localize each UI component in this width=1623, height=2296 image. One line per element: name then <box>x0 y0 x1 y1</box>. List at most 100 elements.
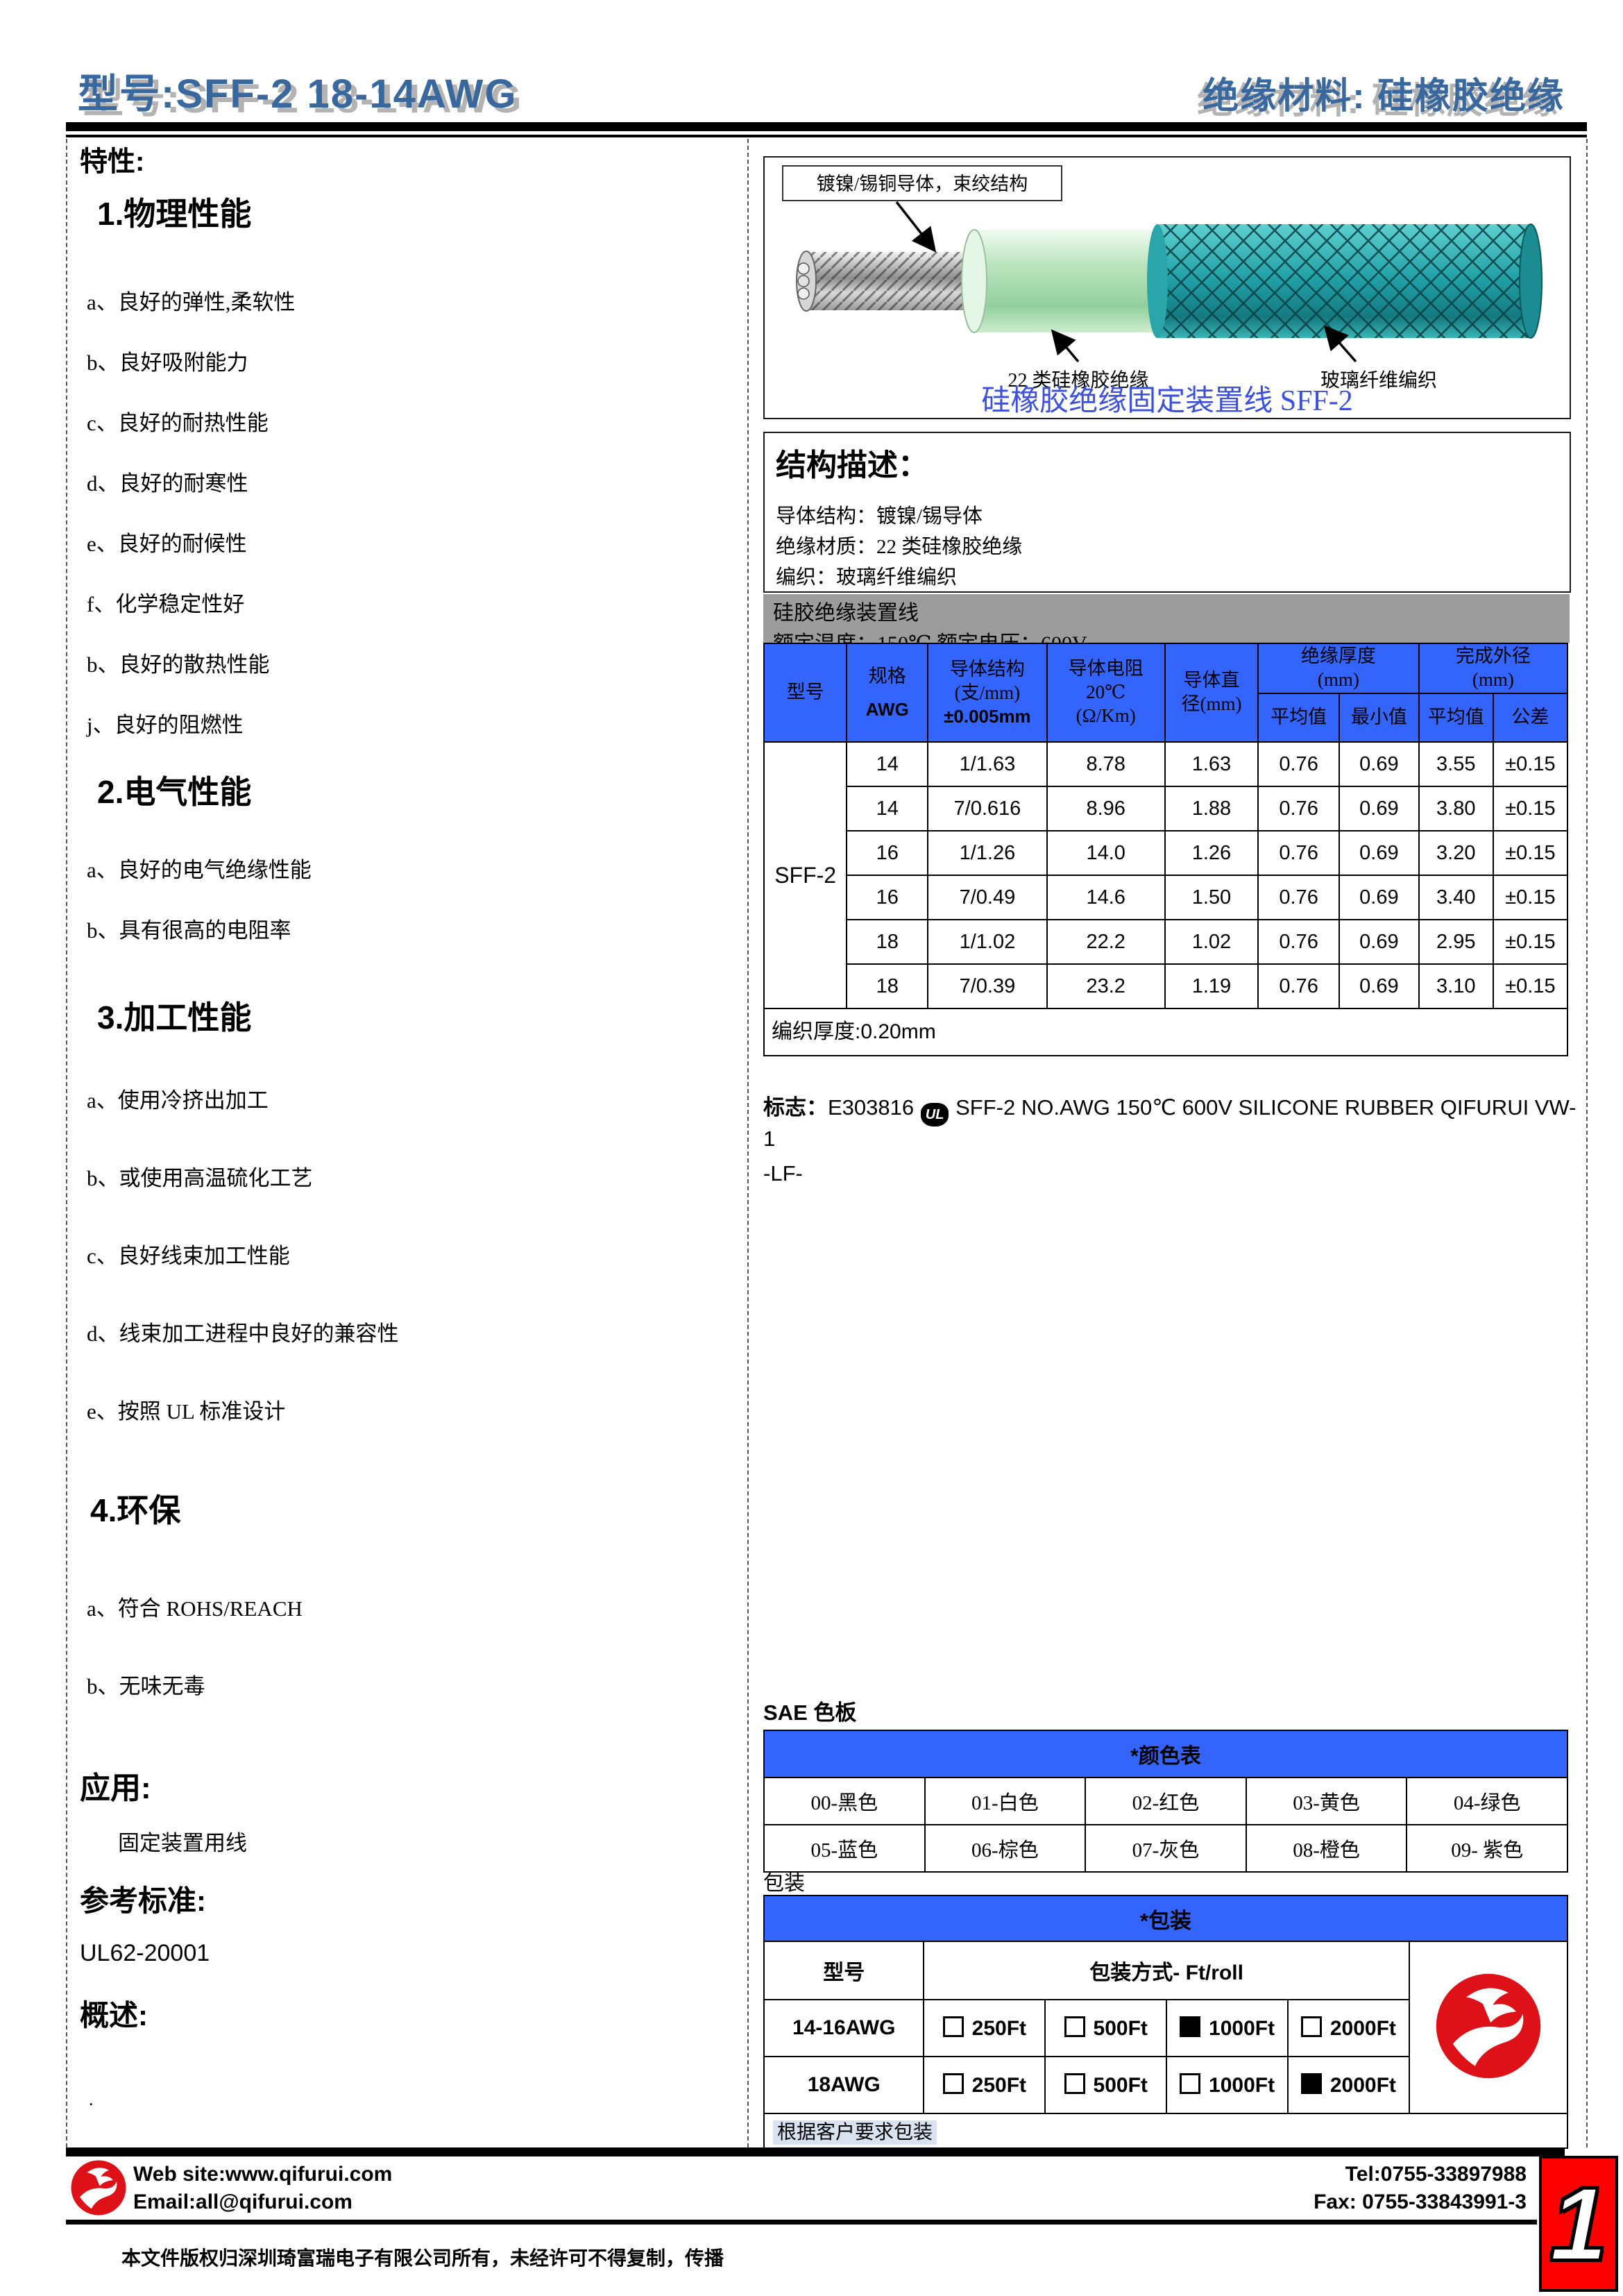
col-header-avg: 平均值 <box>1257 692 1341 743</box>
features-title: 特性: <box>80 146 145 177</box>
packing-option: 2000Ft <box>1286 2056 1410 2114</box>
marking-text: SFF-2 NO.AWG 150℃ 600V SILICONE RUBBER Q… <box>763 1095 1577 1151</box>
section-heading-environment: 4.环保 <box>90 1492 181 1528</box>
footnote-dot: . <box>89 2089 94 2109</box>
section-heading-electrical: 2.电气性能 <box>97 774 252 810</box>
packing-model: 18AWG <box>763 2056 925 2114</box>
color-cell: 05-蓝色 <box>763 1824 926 1873</box>
checkbox-filled-icon <box>1180 2016 1201 2037</box>
cell: 8.78 <box>1046 741 1166 787</box>
structure-line: 导体结构：镀镍/锡导体 <box>776 505 983 527</box>
checkbox-empty-icon <box>1064 2073 1085 2094</box>
cell: 3.20 <box>1418 830 1494 876</box>
cell: 14 <box>846 786 929 832</box>
sae-label: SAE 色板 <box>763 1700 857 1725</box>
table-row: 型号 包装方式- Ft/roll <box>763 1941 1569 2114</box>
structure-line: 编织：玻璃纤维编织 <box>776 566 958 589</box>
sae-header: *颜色表 <box>763 1730 1568 1778</box>
braid-callout-label: 玻璃纤维编织 <box>1320 369 1437 391</box>
header-rule-thin <box>66 135 1587 137</box>
feature-item: c、良好线束加工性能 <box>87 1244 290 1268</box>
cell: ±0.15 <box>1492 786 1569 832</box>
reference-item: UL62-20001 <box>80 1940 210 1966</box>
cell: 0.76 <box>1257 786 1341 832</box>
marking-block: 标志：E303816 UL SFF-2 NO.AWG 150℃ 600V SILIC… <box>763 1090 1579 1186</box>
cell: 7/0.49 <box>927 875 1048 920</box>
checkbox-empty-icon <box>1180 2073 1201 2094</box>
cell: 1.02 <box>1164 919 1259 965</box>
checkbox-empty-icon <box>942 2016 964 2037</box>
table-row: 编织厚度:0.20mm <box>763 1008 1568 1056</box>
section-heading-physical: 1.物理性能 <box>97 196 252 232</box>
cell: ±0.15 <box>1492 875 1569 920</box>
cell: ±0.15 <box>1492 919 1569 965</box>
header-rule-thick <box>66 122 1587 131</box>
cell: 23.2 <box>1046 963 1166 1009</box>
packing-option: 2000Ft <box>1286 1999 1410 2057</box>
packing-option: 500Ft <box>1044 1999 1168 2057</box>
cell: 3.40 <box>1418 875 1494 920</box>
packing-note: 根据客户要求包装 <box>763 2113 1568 2149</box>
feature-item: b、良好吸附能力 <box>87 351 248 375</box>
col-header-resistance: 导体电阻 20℃ (Ω/Km) <box>1046 643 1166 743</box>
cell: 0.76 <box>1257 919 1341 965</box>
footer-tel: Tel:0755-33897988 <box>1345 2163 1527 2186</box>
wire-diagram-box: 镀镍/锡铜导体，束绞结构 22 类硅橡胶绝缘 玻璃纤维编织 硅橡胶绝缘固定装置线… <box>763 156 1571 419</box>
col-group-insulation: 绝缘厚度 (mm) <box>1257 643 1420 694</box>
section-heading-processing: 3.加工性能 <box>97 999 252 1036</box>
spec-table: 型号 规格 AWG 导体结构 (支/mm) ±0.005mm 导体电阻 20℃ … <box>763 643 1569 1056</box>
conductor-callout-label: 镀镍/锡铜导体，束绞结构 <box>817 174 1028 194</box>
cell: 18 <box>846 963 929 1009</box>
table-row: 18 1/1.02 22.2 1.02 0.76 0.69 2.95 ±0.15 <box>764 919 1569 965</box>
packing-col-method: 包装方式- Ft/roll <box>923 1941 1410 2000</box>
footer-fax: Fax: 0755-33843991-3 <box>1314 2191 1527 2213</box>
feature-item: a、符合 ROHS/REACH <box>87 1596 303 1621</box>
sae-table-wrap: *颜色表 00-黑色 01-白色 02-红色 03-黄色 04-绿色 05-蓝色… <box>763 1730 1568 1873</box>
feature-item: a、使用冷挤出加工 <box>87 1088 269 1113</box>
cell: 0.76 <box>1257 963 1341 1009</box>
cell: 3.55 <box>1418 741 1494 787</box>
table-row: 16 7/0.49 14.6 1.50 0.76 0.69 3.40 ±0.15 <box>764 875 1569 920</box>
cell: 16 <box>846 830 929 876</box>
col-header-model: 型号 <box>763 643 848 743</box>
cell: 2.95 <box>1418 919 1494 965</box>
col-header-min: 最小值 <box>1339 692 1420 743</box>
col-header-spec: 规格 AWG <box>846 643 929 743</box>
brand-logo-cell <box>1408 1941 1569 2114</box>
frame-left-dashed <box>66 139 67 2147</box>
checkbox-empty-icon <box>942 2073 964 2094</box>
footer-copyright: 本文件版权归深圳琦富瑞电子有限公司所有，未经许可不得复制，传播 <box>121 2247 724 2269</box>
structure-box: 结构描述： 导体结构：镀镍/锡导体 绝缘材质：22 类硅橡胶绝缘 编织：玻璃纤维… <box>763 432 1571 593</box>
table-row: 18 7/0.39 23.2 1.19 0.76 0.69 3.10 ±0.15 <box>764 963 1569 1009</box>
cell: 1.19 <box>1164 963 1259 1009</box>
packing-model: 14-16AWG <box>763 1999 925 2057</box>
checkbox-empty-icon <box>1064 2016 1085 2037</box>
packing-option: 250Ft <box>923 1999 1046 2057</box>
cell: ±0.15 <box>1492 830 1569 876</box>
checkbox-filled-icon <box>1300 2073 1322 2094</box>
packing-header: *包装 <box>763 1895 1568 1942</box>
cell: 1/1.02 <box>927 919 1048 965</box>
packing-option: 500Ft <box>1044 2056 1168 2114</box>
packing-table-wrap: *包装 型号 包装方式- Ft/roll 14-16AWG 250Ft 500F… <box>763 1895 1569 2149</box>
table-row: 00-黑色 01-白色 02-红色 03-黄色 04-绿色 <box>763 1777 1568 1825</box>
cell: 14.6 <box>1046 875 1166 920</box>
braid-thickness-note: 编织厚度:0.20mm <box>763 1008 1568 1056</box>
cell: 0.76 <box>1257 741 1341 787</box>
company-logo-icon <box>1436 1973 1541 2078</box>
color-cell: 07-灰色 <box>1085 1824 1247 1873</box>
feature-item: e、良好的耐候性 <box>87 532 247 556</box>
color-cell: 02-红色 <box>1085 1777 1247 1825</box>
application-title: 应用: <box>80 1771 151 1805</box>
cell: 3.10 <box>1418 963 1494 1009</box>
col-header-tolerance: 公差 <box>1492 692 1569 743</box>
frame-right-dashed <box>1586 139 1588 2147</box>
cell: 0.69 <box>1339 786 1420 832</box>
page-number-badge: 1 <box>1539 2156 1618 2292</box>
table-row: 14 7/0.616 8.96 1.88 0.76 0.69 3.80 ±0.1… <box>764 786 1569 832</box>
cell: 1/1.63 <box>927 741 1048 787</box>
color-cell: 03-黄色 <box>1245 1777 1408 1825</box>
feature-item: c、良好的耐热性能 <box>87 411 269 435</box>
cell: 7/0.616 <box>927 786 1048 832</box>
